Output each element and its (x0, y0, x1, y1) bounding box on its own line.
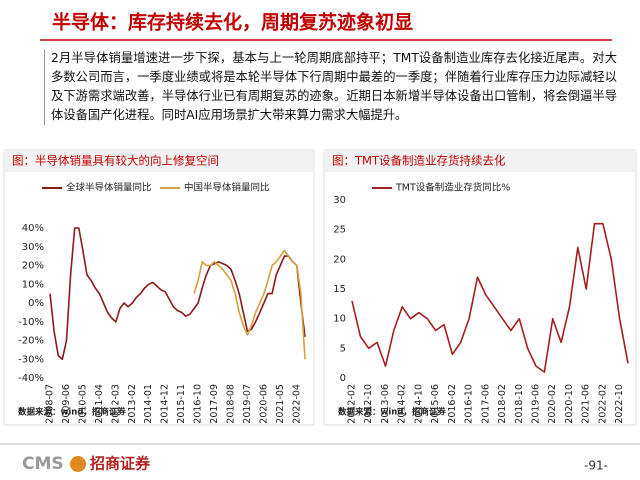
x-tick-label: 2015-06 (430, 384, 441, 424)
x-tick-label: 2011-04 (94, 384, 105, 424)
x-tick-label: 2013-02 (127, 384, 138, 424)
x-tick-label: 2020-10 (564, 384, 575, 424)
x-tick-label: 2019-07 (242, 384, 253, 424)
x-tick-label: 2010-05 (77, 384, 88, 424)
y-tick-label: 15 (333, 284, 346, 295)
chart-source: 数据来源：wind，招商证券 (18, 407, 126, 418)
x-tick-label: 2012-02 (347, 384, 358, 424)
x-tick-label: 2022-02 (597, 384, 608, 424)
chart-source: 数据来源：wind，招商证券 (338, 407, 446, 418)
x-tick-label: 2009-06 (61, 384, 72, 424)
footer-logo (70, 456, 86, 472)
x-tick-label: 2015-11 (176, 384, 187, 424)
y-tick-label: 20 (333, 254, 346, 265)
x-tick-label: 2016-10 (193, 384, 204, 424)
x-tick-label: 2013-06 (380, 384, 391, 424)
summary-text: 2月半导体销量增速进一步下探，基本与上一轮周期底部持平；TMT设备制造业库存去化… (44, 49, 617, 125)
y-tick-label: 10% (22, 279, 44, 290)
x-tick-label: 2016-02 (447, 384, 458, 424)
y-tick-label: -30% (18, 354, 44, 365)
legend-label: 中国半导体销量同比 (184, 182, 270, 194)
x-tick-label: 2008-07 (45, 384, 56, 424)
x-tick-label: 2018-08 (225, 384, 236, 424)
chart-title-strip (4, 150, 314, 172)
y-tick-label: 5 (340, 343, 346, 354)
x-tick-label: 2022-10 (614, 384, 625, 424)
y-tick-label: 20% (22, 261, 44, 272)
chart-panel (323, 149, 637, 426)
x-tick-label: 2014-10 (413, 384, 424, 424)
chart-title: 图：半导体销量具有较大的向上修复空间 (12, 154, 219, 168)
x-tick-label: 2020-06 (258, 384, 269, 424)
legend-label: TMT设备制造业存货同比% (395, 182, 510, 194)
y-tick-label: -40% (18, 373, 44, 384)
x-tick-label: 2017-06 (480, 384, 491, 424)
series-line (193, 249, 306, 360)
y-tick-label: -20% (18, 336, 44, 347)
x-tick-label: 2022-04 (291, 384, 302, 424)
x-tick-label: 2018-02 (497, 384, 508, 424)
chart-title-strip (324, 150, 636, 172)
y-tick-label: 40% (22, 223, 44, 234)
y-tick-label: -10% (18, 317, 44, 328)
y-tick-label: 0% (28, 298, 44, 309)
series-line (351, 222, 629, 373)
x-tick-label: 2020-02 (547, 384, 558, 424)
y-tick-label: 30% (22, 242, 44, 253)
slide-title: 半导体：库存持续去化，周期复苏迹象初显 (52, 11, 413, 34)
y-tick-label: 0 (340, 373, 346, 384)
x-tick-label: 2012-03 (110, 384, 121, 424)
x-tick-label: 2014-02 (397, 384, 408, 424)
x-tick-label: 2016-10 (464, 384, 475, 424)
y-tick-label: 30 (333, 195, 346, 206)
legend-label: 全球半导体销量同比 (66, 182, 152, 194)
x-tick-label: 2019-06 (531, 384, 542, 424)
x-tick-label: 2021-06 (581, 384, 592, 424)
chart-title: 图：TMT设备制造业存货持续去化 (332, 154, 506, 168)
x-tick-label: 2014-12 (160, 384, 171, 424)
y-tick-label: 25 (333, 225, 346, 236)
x-tick-label: 2018-10 (514, 384, 525, 424)
x-tick-label: 2014-01 (143, 384, 154, 424)
y-tick-label: 10 (333, 314, 346, 325)
x-tick-label: 2012-10 (363, 384, 374, 424)
footer-brand: CMS (22, 454, 64, 474)
x-tick-label: 2017-09 (209, 384, 220, 424)
footer-company: 招商证券 (90, 455, 151, 473)
page-number: -91- (584, 459, 608, 473)
x-tick-label: 2021-05 (275, 384, 286, 424)
series-line (49, 227, 306, 361)
